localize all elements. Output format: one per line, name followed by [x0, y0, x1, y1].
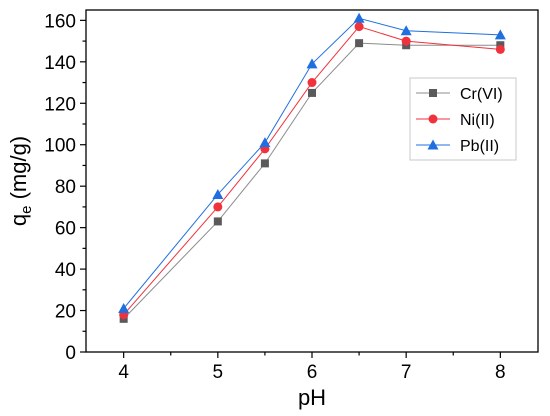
data-point	[307, 78, 317, 88]
data-point	[212, 188, 224, 199]
series-pb-ii	[118, 12, 506, 313]
x-axis-title: pH	[298, 385, 326, 410]
x-tick-label: 8	[495, 362, 506, 383]
legend-label: Ni(II)	[460, 112, 495, 129]
y-tick-label: 160	[44, 11, 76, 32]
legend: Cr(VI) Ni(II) Pb(II)	[409, 77, 517, 161]
x-tick-label: 5	[213, 362, 224, 383]
series-line	[123, 26, 501, 316]
legend-label: Cr(VI)	[460, 86, 503, 103]
data-point	[306, 58, 318, 69]
data-point	[118, 302, 130, 313]
data-point	[354, 22, 364, 32]
legend-item: Cr(VI)	[416, 86, 503, 103]
data-point	[494, 29, 506, 40]
y-tick-label: 120	[44, 94, 76, 115]
legend-label: Pb(II)	[460, 138, 499, 155]
x-tick-label: 4	[118, 362, 129, 383]
data-point	[495, 44, 505, 54]
x-tick-label: 7	[401, 362, 412, 383]
data-point	[259, 137, 271, 148]
data-point	[355, 39, 364, 48]
y-axis-title-rest: (mg/g)	[6, 136, 31, 206]
y-tick-label: 100	[44, 136, 76, 157]
x-tick-label: 6	[307, 362, 318, 383]
data-point	[400, 25, 412, 36]
y-axis-title-main: q	[6, 214, 31, 226]
y-tick-label: 80	[55, 177, 76, 198]
y-tick-label: 140	[44, 53, 76, 74]
series-ni-ii	[119, 22, 505, 320]
data-point	[353, 12, 365, 23]
data-point	[213, 202, 223, 212]
legend-marker	[428, 114, 438, 124]
y-axis-title-sub: e	[18, 206, 35, 214]
y-tick-label: 20	[55, 302, 76, 323]
legend-item: Pb(II)	[416, 138, 499, 155]
data-point	[213, 217, 222, 226]
y-axis-title: qe (mg/g)	[6, 136, 35, 226]
data-point	[401, 36, 411, 46]
y-tick-label: 40	[55, 260, 76, 281]
legend-marker	[427, 139, 439, 150]
y-tick-label: 60	[55, 219, 76, 240]
data-point	[260, 159, 269, 168]
series-group	[118, 12, 506, 323]
legend-marker	[429, 89, 437, 97]
y-tick-label: 0	[65, 343, 76, 364]
data-point	[308, 88, 316, 97]
legend-item: Ni(II)	[416, 112, 495, 129]
